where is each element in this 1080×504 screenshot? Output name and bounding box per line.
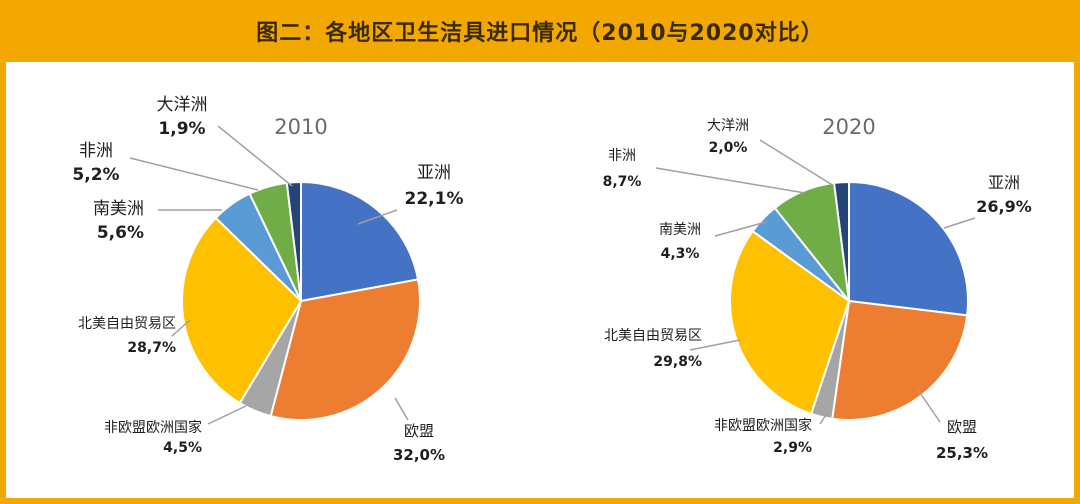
slice-value-2020-非洲: 8,7% <box>603 174 642 190</box>
slice-value-2010-亚洲: 22,1% <box>405 189 464 209</box>
leader-line-2020-北美自由贸易区 <box>689 339 741 351</box>
pie-slice-2020-亚洲 <box>848 180 969 317</box>
slice-label-2020-非洲: 非洲 <box>608 148 636 164</box>
slice-label-2020-北美自由贸易区: 北美自由贸易区 <box>604 328 702 344</box>
slice-value-2020-亚洲: 26,9% <box>976 197 1032 216</box>
slice-label-2020-亚洲: 亚洲 <box>988 173 1020 192</box>
chart-title: 图二：各地区卫生洁具进口情况（2010与2020对比） <box>256 21 824 46</box>
leader-line-2020-大洋洲 <box>759 139 835 187</box>
pie-title-2020: 2020 <box>822 115 875 139</box>
leader-line-2020-南美洲 <box>714 221 767 237</box>
slice-label-2010-南美洲: 南美洲 <box>93 199 144 219</box>
slice-value-2020-欧盟: 25,3% <box>936 444 988 462</box>
slice-label-2020-南美洲: 南美洲 <box>659 222 701 238</box>
leader-line-2010-北美自由贸易区 <box>171 319 191 337</box>
title-bar: 图二：各地区卫生洁具进口情况（2010与2020对比） <box>0 0 1080 62</box>
leader-line-2020-非洲 <box>655 167 806 194</box>
leader-line-2020-亚洲 <box>943 217 976 229</box>
slice-value-2020-非欧盟欧洲国家: 2,9% <box>773 440 812 456</box>
slice-value-2010-非洲: 5,2% <box>72 165 119 185</box>
slice-value-2010-非欧盟欧洲国家: 4,5% <box>163 440 202 456</box>
leader-line-2010-非洲 <box>129 157 259 191</box>
slice-label-2010-非洲: 非洲 <box>79 141 113 161</box>
leader-line-2010-大洋洲 <box>217 125 293 187</box>
slice-value-2010-南美洲: 5,6% <box>97 223 144 243</box>
leader-line-2010-欧盟 <box>394 397 409 421</box>
slice-label-2020-大洋洲: 大洋洲 <box>707 118 749 134</box>
pie-slice-2020-欧盟 <box>831 299 969 421</box>
leader-line-2020-欧盟 <box>917 389 941 423</box>
pie-slice-2020-大洋洲 <box>832 180 850 302</box>
slice-value-2020-南美洲: 4,3% <box>661 246 700 262</box>
leader-line-2020-非欧盟欧洲国家 <box>819 411 829 425</box>
slice-label-2020-非欧盟欧洲国家: 非欧盟欧洲国家 <box>714 417 812 434</box>
pie-slice-2010-欧盟 <box>269 278 421 421</box>
slice-label-2020-欧盟: 欧盟 <box>947 418 977 436</box>
pie-slice-2010-大洋洲 <box>285 180 302 302</box>
pie-title-2010: 2010 <box>274 115 327 139</box>
pie-charts: 2010 亚洲 22,1% 欧盟 32,0% 非欧盟欧洲国家 4,5% 北美自由贸易区 28,7… <box>72 95 1032 464</box>
leader-line-2010-亚洲 <box>357 209 398 225</box>
slice-value-2020-大洋洲: 2,0% <box>709 140 748 156</box>
slice-label-2010-亚洲: 亚洲 <box>417 163 451 183</box>
pie-slice-2010-亚洲 <box>300 180 420 303</box>
slice-value-2010-北美自由贸易区: 28,7% <box>127 340 176 356</box>
slice-label-2010-欧盟: 欧盟 <box>404 422 434 440</box>
slice-value-2010-大洋洲: 1,9% <box>158 119 205 139</box>
leader-line-2010-非欧盟欧洲国家 <box>207 405 247 425</box>
pie-slice-2010-北美自由贸易区 <box>181 216 303 405</box>
slice-label-2010-非欧盟欧洲国家: 非欧盟欧洲国家 <box>104 419 202 436</box>
slice-value-2010-欧盟: 32,0% <box>393 446 445 464</box>
slice-label-2010-北美自由贸易区: 北美自由贸易区 <box>78 316 176 332</box>
slice-value-2020-北美自由贸易区: 29,8% <box>653 354 702 370</box>
pie-slice-2020-北美自由贸易区 <box>729 229 851 416</box>
slice-label-2010-大洋洲: 大洋洲 <box>157 95 208 115</box>
